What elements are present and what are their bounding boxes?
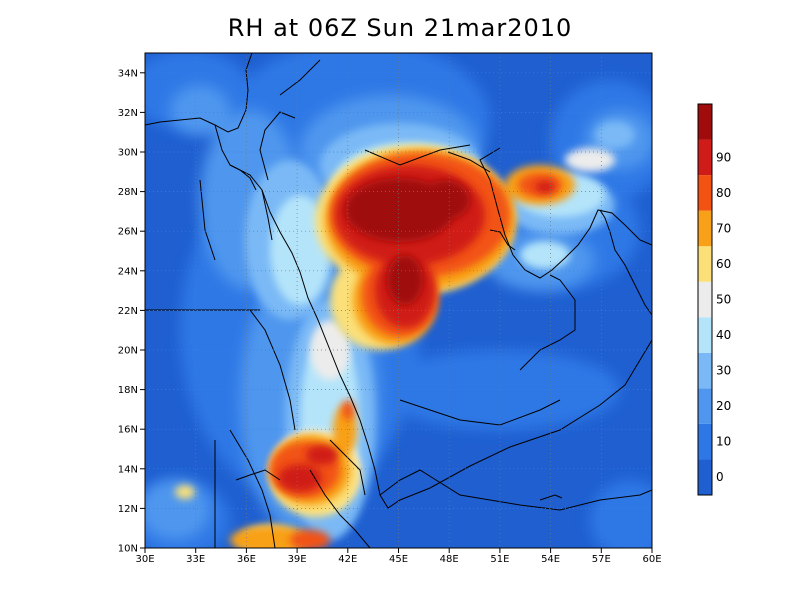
- colorbar-label: 50: [716, 293, 731, 307]
- colorbar-swatch: [698, 317, 712, 353]
- lat-tick-label: 28N: [118, 187, 138, 198]
- lat-tick-label: 32N: [118, 108, 138, 119]
- lat-tick-label: 26N: [118, 227, 138, 238]
- lat-tick-label: 12N: [118, 504, 138, 515]
- colorbar-label: 70: [716, 221, 731, 235]
- lat-tick-label: 22N: [118, 306, 138, 317]
- longitude-axis: 30E 33E 36E 39E 42E 45E 48E 51E 54E 57E 60E: [135, 548, 662, 565]
- colorbar-swatch: [698, 388, 712, 424]
- rh-field: [145, 53, 652, 548]
- lat-tick-label: 20N: [118, 346, 138, 357]
- colorbar-swatch: [698, 281, 712, 318]
- lat-tick-label: 10N: [118, 544, 138, 555]
- colorbar-label: 10: [716, 435, 731, 449]
- colorbar-swatch: [698, 210, 712, 247]
- lon-tick-label: 51E: [490, 554, 509, 565]
- lon-tick-label: 36E: [237, 554, 256, 565]
- lon-tick-label: 33E: [186, 554, 205, 565]
- colorbar-swatch: [698, 139, 712, 176]
- map-title: RH at 06Z Sun 21mar2010: [227, 14, 573, 42]
- lat-tick-label: 24N: [118, 266, 138, 277]
- lon-tick-label: 39E: [288, 554, 307, 565]
- lon-tick-label: 42E: [338, 554, 357, 565]
- lat-tick-label: 14N: [118, 464, 138, 475]
- colorbar-label: 0: [716, 470, 724, 484]
- lat-tick-label: 16N: [118, 425, 138, 436]
- lat-tick-label: 30N: [118, 148, 138, 159]
- colorbar-frame: [697, 103, 713, 496]
- lon-tick-label: 60E: [642, 554, 661, 565]
- colorbar-swatch: [698, 459, 712, 495]
- coastlines: [145, 53, 652, 548]
- lon-tick-label: 57E: [592, 554, 611, 565]
- colorbar-swatch: [698, 246, 712, 282]
- lon-tick-label: 30E: [135, 554, 154, 565]
- lat-tick-label: 34N: [118, 68, 138, 79]
- colorbar-label: 20: [716, 399, 731, 413]
- colorbar-label: 30: [716, 364, 731, 378]
- colorbar-label: 40: [716, 328, 731, 342]
- latitude-axis: 10N 12N 14N 16N 18N 20N 22N 24N 26N 28N 30N 32N 34N: [118, 68, 145, 555]
- colorbar-label: 60: [716, 257, 731, 271]
- colorbar-swatch: [698, 175, 712, 211]
- lon-tick-label: 54E: [541, 554, 560, 565]
- lat-tick-label: 18N: [118, 385, 138, 396]
- colorbar-swatch: [698, 104, 712, 140]
- colorbar-swatch: [698, 423, 712, 460]
- lon-tick-label: 48E: [440, 554, 459, 565]
- colorbar-swatch: [698, 352, 712, 389]
- colorbar-label: 80: [716, 186, 731, 200]
- gridlines: [145, 53, 652, 548]
- colorbar: 0 10 20 30 40 50 60 70 80 90: [697, 103, 731, 496]
- lon-tick-label: 45E: [389, 554, 408, 565]
- colorbar-label: 90: [716, 150, 731, 164]
